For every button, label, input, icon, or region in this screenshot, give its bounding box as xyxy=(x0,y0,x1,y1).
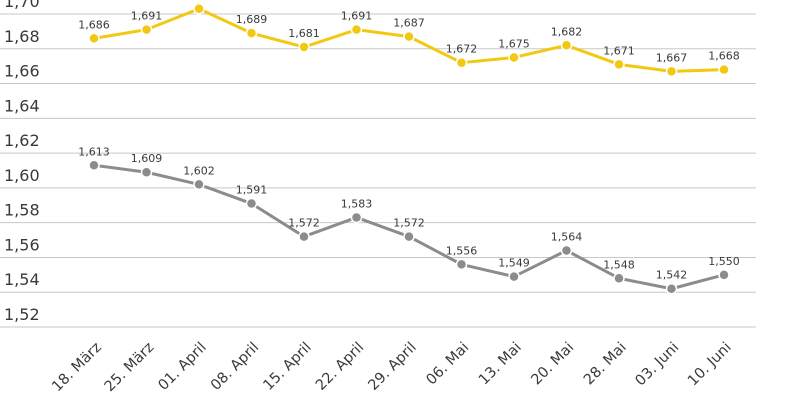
data-point xyxy=(245,197,258,210)
data-label: 1,572 xyxy=(288,217,320,230)
y-tick-label: 1,56 xyxy=(4,235,40,254)
y-tick-label: 1,68 xyxy=(4,27,40,46)
y-tick-label: 1,64 xyxy=(4,96,40,115)
data-label: 1,591 xyxy=(236,184,268,197)
data-label: 1,548 xyxy=(603,258,635,271)
y-tick-label: 1,52 xyxy=(4,305,40,324)
x-tick-label: 18. März xyxy=(49,340,105,396)
data-label: 1,564 xyxy=(551,230,583,243)
data-point xyxy=(718,63,730,76)
gridlines xyxy=(0,13,756,328)
data-point xyxy=(245,27,258,39)
data-label: 1,583 xyxy=(341,197,373,210)
data-point xyxy=(560,244,573,257)
x-tick-label: 13. Mai xyxy=(476,340,525,389)
data-label: 1,550 xyxy=(708,255,740,268)
data-point xyxy=(613,272,625,285)
x-tick-label: 08. April xyxy=(208,340,262,394)
data-point xyxy=(718,269,730,281)
data-point xyxy=(455,258,468,271)
data-point xyxy=(508,270,520,283)
data-label: 1,703 xyxy=(183,0,215,2)
data-point xyxy=(88,32,100,45)
y-tick-label: 1,62 xyxy=(4,131,40,150)
y-tick-label: 1,58 xyxy=(4,201,40,220)
data-label: 1,572 xyxy=(393,217,425,230)
data-label: 1,549 xyxy=(498,257,530,270)
data-point xyxy=(193,3,205,15)
x-tick-label: 06. Mai xyxy=(423,340,472,389)
data-label: 1,689 xyxy=(236,13,268,26)
y-tick-label: 1,66 xyxy=(4,62,40,81)
y-tick-label: 1,54 xyxy=(4,270,40,289)
data-point xyxy=(140,23,153,36)
data-label: 1,691 xyxy=(131,10,163,23)
data-point xyxy=(665,282,678,295)
data-label: 1,613 xyxy=(78,145,110,158)
data-label: 1,687 xyxy=(393,17,425,30)
x-tick-label: 03. Juni xyxy=(633,340,683,390)
series-lower: 1,613 1,609 1,602 1,591 1,572 1,583 1,572 1,556… xyxy=(78,145,740,295)
data-label: 1,681 xyxy=(288,27,320,40)
data-point xyxy=(88,159,100,172)
data-label: 1,675 xyxy=(498,37,530,50)
data-point xyxy=(508,51,520,64)
x-tick-label: 15. April xyxy=(261,340,315,394)
y-axis-tick-labels: 1,52 1,54 1,56 1,58 1,60 1,62 1,64 1,66 1,68 1,70 xyxy=(4,0,40,324)
data-point xyxy=(193,178,205,191)
x-tick-label: 29. April xyxy=(366,340,420,394)
data-label: 1,691 xyxy=(341,10,373,23)
data-point xyxy=(455,56,468,69)
x-tick-label: 10. Juni xyxy=(685,340,735,390)
data-label: 1,682 xyxy=(551,25,583,38)
data-label: 1,542 xyxy=(656,269,688,282)
data-label: 1,672 xyxy=(446,43,478,56)
y-tick-label: 1,60 xyxy=(4,166,40,185)
data-point xyxy=(140,166,153,178)
y-tick-label: 1,70 xyxy=(4,0,40,11)
data-label: 1,556 xyxy=(446,244,478,257)
x-tick-label: 22. April xyxy=(313,340,367,394)
x-tick-label: 01. April xyxy=(156,340,210,394)
data-label: 1,668 xyxy=(708,50,740,63)
data-label: 1,609 xyxy=(131,152,163,165)
data-point xyxy=(560,39,573,52)
x-tick-label: 28. Mai xyxy=(581,340,630,389)
series-group: 1,686 1,691 1,703 1,689 1,681 1,691 1,687 1,672… xyxy=(78,0,740,295)
data-point xyxy=(298,230,310,243)
x-tick-label: 20. Mai xyxy=(528,340,577,389)
data-label: 1,686 xyxy=(78,18,110,31)
series-upper: 1,686 1,691 1,703 1,689 1,681 1,691 1,687 1,672… xyxy=(78,0,740,78)
data-label: 1,602 xyxy=(183,164,215,177)
x-tick-label: 25. März xyxy=(102,340,158,396)
data-point xyxy=(403,230,415,243)
data-label: 1,671 xyxy=(603,44,635,57)
data-point xyxy=(613,58,625,71)
data-point xyxy=(298,41,310,53)
data-point xyxy=(403,30,415,43)
data-point xyxy=(665,65,678,78)
data-point xyxy=(350,211,363,224)
data-point xyxy=(350,23,363,36)
data-label: 1,667 xyxy=(656,51,688,64)
